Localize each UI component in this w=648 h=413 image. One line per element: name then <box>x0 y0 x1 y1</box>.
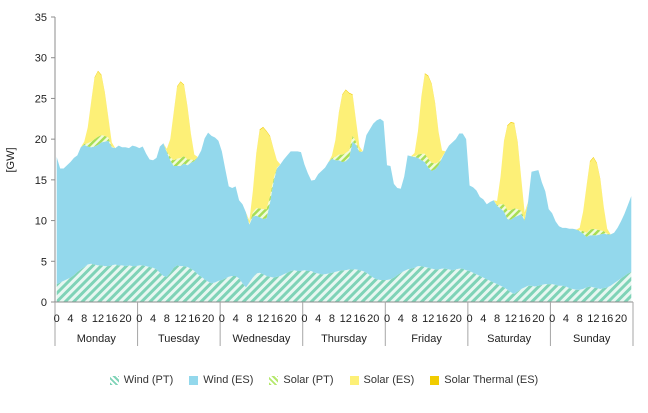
hour-tick-label: 20 <box>367 313 379 325</box>
legend-swatch <box>189 375 199 385</box>
hour-tick-label: 8 <box>329 313 335 325</box>
hour-tick-label: 16 <box>353 313 365 325</box>
area-wind-pt <box>56 263 632 302</box>
y-tick-label: 25 <box>35 93 47 105</box>
hour-tick-label: 8 <box>577 313 583 325</box>
hour-tick-label: 16 <box>188 313 200 325</box>
y-tick-label: 10 <box>35 216 47 228</box>
day-label: Tuesday <box>158 333 200 345</box>
day-label: Wednesday <box>232 333 290 345</box>
hour-tick-label: 4 <box>233 313 239 325</box>
hour-tick-label: 4 <box>398 313 404 325</box>
chart-legend: Wind (PT) Wind (ES) Solar (PT) Solar (ES) So… <box>0 374 648 386</box>
legend-swatch <box>430 375 440 385</box>
area-series-layer <box>56 70 632 302</box>
hour-tick-label: 0 <box>467 313 473 325</box>
hour-tick-label: 0 <box>136 313 142 325</box>
hour-tick-label: 8 <box>164 313 170 325</box>
hour-tick-label: 8 <box>411 313 417 325</box>
hour-tick-label: 0 <box>301 313 307 325</box>
hour-tick-label: 20 <box>119 313 131 325</box>
hour-tick-label: 20 <box>285 313 297 325</box>
hour-tick-label: 0 <box>384 313 390 325</box>
hour-tick-label: 12 <box>587 313 599 325</box>
y-tick-label: 20 <box>35 134 47 146</box>
hour-tick-label: 12 <box>340 313 352 325</box>
hour-tick-label: 8 <box>494 313 500 325</box>
hour-tick-label: 16 <box>106 313 118 325</box>
hour-tick-label: 0 <box>549 313 555 325</box>
hour-tick-label: 16 <box>519 313 531 325</box>
hour-tick-label: 20 <box>202 313 214 325</box>
legend-label: Solar (ES) <box>363 374 415 386</box>
hour-tick-label: 4 <box>67 313 73 325</box>
hour-tick-label: 8 <box>246 313 252 325</box>
hour-tick-label: 12 <box>174 313 186 325</box>
y-tick-label: 15 <box>35 175 47 187</box>
legend-swatch <box>109 375 119 385</box>
legend-label: Solar Thermal (ES) <box>444 374 539 386</box>
legend-label: Wind (PT) <box>123 374 174 386</box>
legend-swatch <box>269 375 279 385</box>
y-tick-label: 0 <box>41 297 47 309</box>
y-tick-label: 35 <box>35 12 47 24</box>
legend-item-wind-es: Wind (ES) <box>189 374 253 386</box>
legend-item-solar-thermal-es: Solar Thermal (ES) <box>430 374 538 386</box>
hour-tick-label: 12 <box>422 313 434 325</box>
legend-label: Solar (PT) <box>283 374 334 386</box>
hour-tick-label: 20 <box>450 313 462 325</box>
legend-item-solar-pt: Solar (PT) <box>269 374 334 386</box>
day-label: Thursday <box>321 333 367 345</box>
hour-tick-label: 12 <box>257 313 269 325</box>
hour-tick-label: 4 <box>480 313 486 325</box>
legend-label: Wind (ES) <box>203 374 254 386</box>
y-tick-label: 5 <box>41 256 47 268</box>
day-label: Monday <box>77 333 117 345</box>
area-solar-es <box>56 71 632 235</box>
y-axis-label: [GW] <box>5 147 17 172</box>
day-label: Sunday <box>573 333 611 345</box>
day-label: Friday <box>411 333 442 345</box>
hour-tick-label: 12 <box>92 313 104 325</box>
hour-tick-label: 4 <box>150 313 156 325</box>
hour-tick-label: 0 <box>219 313 225 325</box>
day-label: Saturday <box>487 333 532 345</box>
hour-tick-label: 20 <box>532 313 544 325</box>
hour-tick-label: 16 <box>601 313 613 325</box>
y-tick-label: 30 <box>35 53 47 65</box>
legend-item-solar-es: Solar (ES) <box>349 374 415 386</box>
hour-tick-label: 20 <box>615 313 627 325</box>
legend-swatch <box>349 375 359 385</box>
hour-tick-label: 12 <box>505 313 517 325</box>
hour-tick-label: 8 <box>81 313 87 325</box>
hour-tick-label: 16 <box>271 313 283 325</box>
area-wind-es <box>56 118 632 294</box>
hour-tick-label: 16 <box>436 313 448 325</box>
hour-tick-label: 0 <box>54 313 60 325</box>
hour-tick-label: 4 <box>563 313 569 325</box>
hour-tick-label: 4 <box>315 313 321 325</box>
legend-item-wind-pt: Wind (PT) <box>109 374 174 386</box>
